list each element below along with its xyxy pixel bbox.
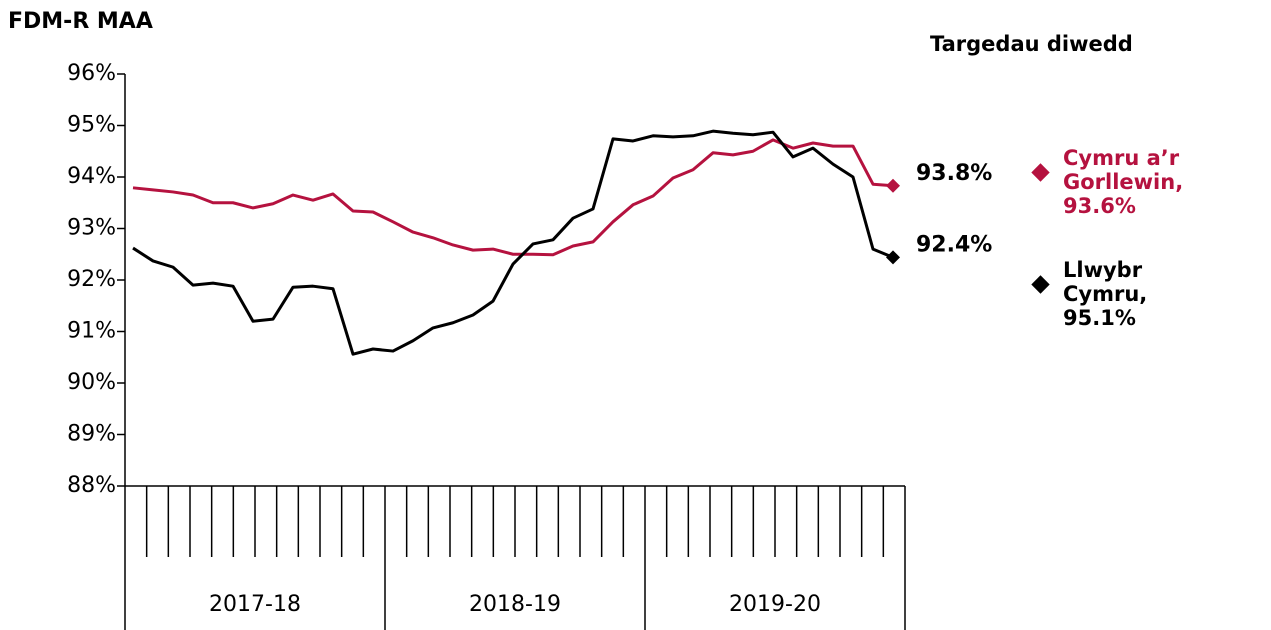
series-line xyxy=(132,138,894,257)
end-label: 92.4% xyxy=(916,232,992,257)
legend-label: Cymru a’r Gorllewin, 93.6% xyxy=(1063,146,1184,218)
year-label: 2018-19 xyxy=(469,592,561,617)
end-marker xyxy=(886,178,900,193)
legend-label: Llwybr Cymru, 95.1% xyxy=(1063,258,1148,330)
y-tick-label: 88% xyxy=(67,473,116,498)
y-tick-label: 93% xyxy=(67,216,116,241)
series-line xyxy=(132,129,894,356)
y-tick-label: 91% xyxy=(67,319,116,344)
y-tick-label: 90% xyxy=(67,370,116,395)
year-label: 2019-20 xyxy=(729,592,821,617)
y-tick-label: 94% xyxy=(67,164,116,189)
year-label: 2017-18 xyxy=(209,592,301,617)
y-tick-label: 92% xyxy=(67,267,116,292)
end-marker xyxy=(886,250,900,265)
y-tick-label: 96% xyxy=(67,61,116,86)
legend-title: Targedau diwedd xyxy=(930,32,1133,56)
y-axis-title: FDM-R MAA xyxy=(8,9,153,34)
end-label: 93.8% xyxy=(916,161,992,186)
y-tick-label: 95% xyxy=(67,113,116,138)
y-tick-label: 89% xyxy=(67,422,116,447)
